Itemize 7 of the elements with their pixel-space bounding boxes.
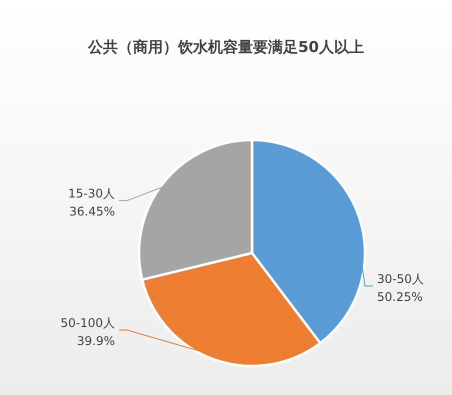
data-label: 36.45% — [69, 204, 115, 219]
data-label: 50.25% — [377, 290, 423, 304]
slice-label: 30-50人 — [377, 272, 424, 286]
chart-title: 公共（商用）饮水机容量要满足50人以上 — [87, 38, 364, 56]
data-label: 39.9% — [76, 334, 115, 348]
slice-label: 15-30人 — [68, 186, 115, 201]
slice-label: 50-100人 — [60, 316, 115, 330]
